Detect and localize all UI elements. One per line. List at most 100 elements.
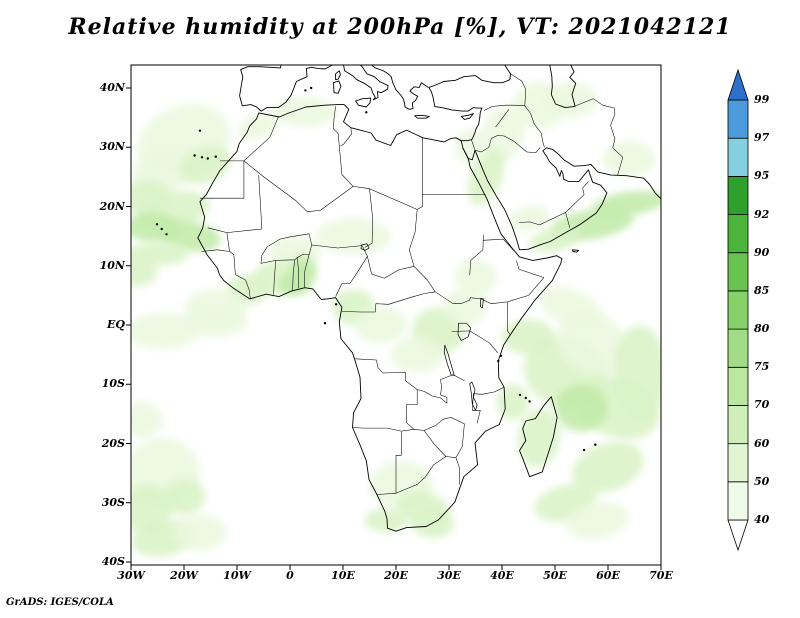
y-axis-tick-label: EQ bbox=[107, 318, 125, 331]
island-dot bbox=[497, 359, 500, 363]
colorbar-level-label: 75 bbox=[754, 360, 770, 374]
country-border bbox=[364, 188, 373, 248]
coastline-path bbox=[572, 249, 580, 253]
country-border bbox=[273, 260, 276, 295]
colorbar-level-label: 95 bbox=[754, 169, 770, 183]
colorbar-level-label: 92 bbox=[754, 207, 770, 221]
humidity-shading-blob bbox=[496, 384, 529, 420]
country-border bbox=[423, 417, 465, 458]
coastline-path bbox=[239, 65, 333, 112]
humidity-shading-layer bbox=[131, 82, 661, 557]
humidity-shading-blob bbox=[131, 313, 200, 349]
country-border bbox=[243, 116, 279, 162]
humidity-shading-blob bbox=[162, 479, 206, 515]
x-axis-tick-label: 30E bbox=[437, 569, 461, 582]
colorbar-segment bbox=[727, 252, 749, 292]
humidity-shading-blob bbox=[131, 256, 158, 287]
y-axis-tick-label: 40N bbox=[99, 81, 125, 94]
country-border bbox=[297, 257, 299, 289]
coastline-path bbox=[355, 97, 372, 108]
humidity-shading-blob bbox=[411, 508, 455, 539]
island-dot bbox=[499, 354, 503, 357]
humidity-shading-blob bbox=[353, 307, 407, 343]
x-axis-tick-label: 20W bbox=[170, 569, 198, 582]
humidity-shading-blob bbox=[316, 218, 391, 254]
humidity-shading-blob bbox=[131, 402, 163, 438]
country-border bbox=[292, 259, 296, 291]
colorbar bbox=[727, 68, 749, 552]
lake-outline bbox=[360, 243, 370, 251]
humidity-shading-blob bbox=[274, 96, 338, 127]
country-border bbox=[469, 234, 484, 276]
country-border bbox=[217, 249, 236, 275]
island-dot bbox=[582, 448, 586, 452]
humidity-shading-blob bbox=[613, 325, 661, 420]
island-dot bbox=[165, 233, 168, 236]
country-border bbox=[423, 430, 447, 457]
country-border bbox=[376, 493, 397, 495]
colorbar-level-label: 99 bbox=[754, 93, 770, 106]
country-border bbox=[575, 98, 615, 109]
colorbar-segment bbox=[727, 443, 749, 483]
country-border bbox=[435, 291, 471, 304]
coastline-path bbox=[370, 65, 429, 110]
x-axis-tick-label: 10W bbox=[223, 569, 251, 582]
island-dot bbox=[304, 89, 307, 92]
colorbar-level-label: 85 bbox=[754, 283, 770, 297]
humidity-shading-blob bbox=[454, 129, 487, 166]
y-axis-tick-label: 10N bbox=[99, 258, 125, 272]
country-border bbox=[335, 256, 368, 297]
country-border bbox=[340, 127, 352, 147]
colorbar-segment bbox=[727, 481, 749, 521]
country-border bbox=[199, 160, 245, 199]
coastline-path bbox=[519, 396, 558, 478]
colorbar-segment bbox=[727, 405, 749, 445]
country-border bbox=[470, 297, 508, 304]
country-border bbox=[469, 330, 499, 353]
island-dot bbox=[518, 393, 522, 397]
country-border bbox=[482, 238, 515, 252]
humidity-shading-blob bbox=[572, 441, 644, 493]
humidity-shading-blob bbox=[517, 408, 561, 467]
country-border bbox=[333, 106, 354, 187]
country-border bbox=[395, 431, 402, 494]
island-dot bbox=[594, 443, 597, 446]
humidity-shading-blob bbox=[565, 502, 629, 539]
coastline-path bbox=[460, 113, 474, 120]
lake-outline bbox=[457, 322, 472, 341]
country-border bbox=[495, 109, 510, 128]
country-border bbox=[260, 254, 310, 264]
country-border bbox=[308, 244, 363, 255]
island-dot bbox=[524, 396, 527, 400]
y-axis-tick-label: 30N bbox=[99, 140, 125, 154]
island-dot bbox=[193, 154, 196, 157]
x-axis-tick-label: 10E bbox=[331, 569, 355, 582]
colorbar-level-label: 40 bbox=[754, 513, 770, 526]
country-border bbox=[353, 186, 423, 210]
country-border bbox=[413, 266, 436, 292]
coastline-path bbox=[333, 80, 342, 94]
colorbar-level-label: 90 bbox=[754, 245, 770, 259]
country-border bbox=[565, 212, 571, 228]
coastline-path bbox=[549, 65, 577, 109]
country-border bbox=[226, 232, 230, 252]
country-border bbox=[304, 254, 310, 288]
colorbar-segment bbox=[727, 99, 749, 139]
colorbar-level-label: 80 bbox=[754, 322, 770, 336]
country-border bbox=[375, 291, 436, 305]
island-dot bbox=[323, 322, 327, 325]
coastline-path bbox=[197, 104, 563, 532]
x-axis-tick-label: 70E bbox=[649, 569, 673, 582]
country-border bbox=[610, 108, 624, 176]
country-border bbox=[451, 330, 470, 332]
island-dot bbox=[198, 129, 202, 132]
y-axis-tick-label: 40S bbox=[101, 555, 125, 568]
humidity-shading-blob bbox=[184, 307, 248, 337]
colorbar-segment bbox=[727, 175, 749, 215]
island-dot bbox=[160, 227, 163, 231]
x-axis-tick-label: 40E bbox=[490, 569, 514, 582]
country-border bbox=[201, 249, 218, 252]
island-dot bbox=[310, 86, 313, 90]
